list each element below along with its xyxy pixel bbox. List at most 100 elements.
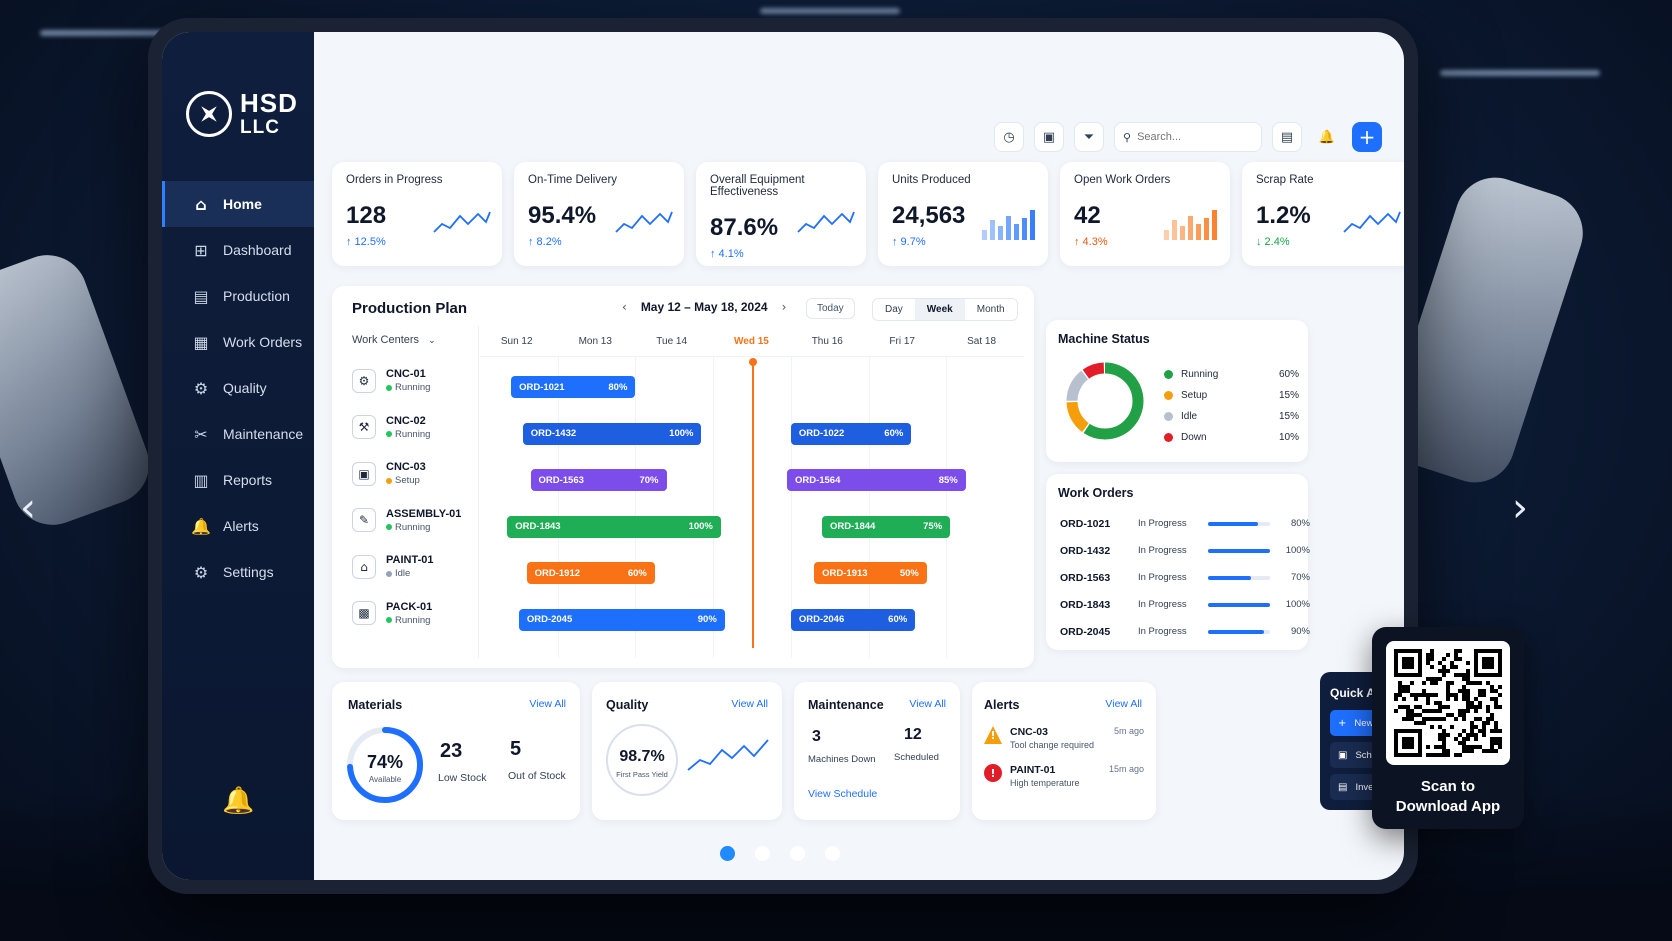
carousel-prev-icon[interactable]: ‹	[20, 485, 36, 531]
kpi-value: 1.2%	[1256, 202, 1311, 229]
work-center-name: PAINT-01	[386, 554, 434, 566]
kpi-card[interactable]: Scrap Rate 1.2% ↓ 2.4%	[1242, 162, 1404, 266]
machine-icon: ▩	[352, 601, 376, 625]
grid-line	[790, 357, 792, 658]
kpi-card[interactable]: On-Time Delivery 95.4% ↑ 8.2%	[514, 162, 684, 266]
gantt-bar[interactable]: ORD-1021 80%	[511, 376, 636, 398]
sidebar-item-work-orders[interactable]: ▦ Work Orders	[162, 319, 314, 365]
clipboard-icon[interactable]: ▤	[1272, 122, 1302, 152]
quality-view-all-link[interactable]: View All	[731, 698, 768, 710]
work-order-row[interactable]: ORD-1021 In Progress 80%	[1060, 510, 1310, 537]
legend-item: Running 60%	[1164, 364, 1299, 385]
notification-bell-icon[interactable]: 🔔	[1318, 129, 1336, 145]
work-center-row[interactable]: ✎ ASSEMBLY-01 Running	[352, 508, 461, 533]
view-month-button[interactable]: Month	[976, 304, 1005, 315]
work-order-id: ORD-1432	[1060, 544, 1111, 557]
order-progress: 50%	[899, 567, 919, 579]
spark-bar	[1006, 216, 1011, 240]
carousel-next-icon[interactable]: ›	[1512, 485, 1528, 531]
filter-icon[interactable]: ⏷	[1074, 122, 1104, 152]
sidebar-item-production[interactable]: ▤ Production	[162, 273, 314, 319]
add-button[interactable]: +	[1352, 122, 1382, 152]
work-center-row[interactable]: ⚒ CNC-02 Running	[352, 415, 430, 440]
carousel-dot[interactable]	[825, 846, 840, 861]
legend-label: Setup	[1181, 390, 1208, 401]
today-button[interactable]: Today	[806, 298, 855, 319]
sidebar-item-label: Reports	[223, 472, 273, 488]
sidebar-item-maintenance[interactable]: ✂ Maintenance	[162, 411, 314, 457]
qr-code-icon	[1386, 641, 1510, 765]
work-centers-filter[interactable]: Work Centers ⌄	[352, 334, 436, 346]
order-id: ORD-1843	[515, 521, 561, 532]
gantt-bar[interactable]: ORD-1022 60%	[790, 422, 912, 445]
kpi-card[interactable]: Open Work Orders 42 ↑ 4.3%	[1060, 162, 1230, 266]
work-order-row[interactable]: ORD-1563 In Progress 70%	[1060, 564, 1310, 591]
settings-icon: ⚙	[193, 562, 209, 582]
view-day-button[interactable]: Day	[885, 304, 903, 315]
maintenance-view-all-link[interactable]: View All	[909, 698, 946, 710]
alert-text: CNC-03 Tool change required	[1010, 726, 1094, 750]
grid-line	[868, 357, 870, 658]
work-order-id: ORD-1021	[1060, 517, 1111, 530]
work-center-status: Running	[386, 382, 430, 393]
gantt-bar[interactable]: ORD-2046 60%	[790, 608, 916, 631]
work-order-row[interactable]: ORD-1843 In Progress 100%	[1060, 591, 1310, 618]
order-progress: 60%	[627, 567, 647, 579]
work-order-row[interactable]: ORD-2045 In Progress 90%	[1060, 618, 1310, 645]
alert-item[interactable]: ! PAINT-01 High temperature 15m ago	[984, 764, 1144, 788]
gantt-bar[interactable]: ORD-1564 85%	[786, 469, 966, 491]
sidebar-item-label: Work Orders	[223, 334, 303, 350]
order-progress: 100%	[669, 428, 694, 439]
work-center-status: Setup	[386, 475, 426, 486]
work-orders-card: Work Orders ORD-1021 In Progress 80% ORD-14…	[1046, 474, 1310, 650]
work-order-progress: 100%	[1285, 599, 1310, 610]
sidebar-item-dashboard[interactable]: ⊞ Dashboard	[162, 227, 314, 273]
alerts-icon: 🔔	[191, 516, 211, 536]
bell-icon[interactable]: 🔔	[222, 786, 255, 816]
next-week-icon[interactable]: ›	[781, 300, 787, 314]
view-schedule-link[interactable]: View Schedule	[808, 788, 878, 800]
sidebar-item-reports[interactable]: ▥ Reports	[162, 457, 314, 503]
gantt-bar[interactable]: ORD-1432 100%	[522, 422, 702, 445]
gantt-bar[interactable]: ORD-1563 70%	[530, 469, 667, 491]
gantt-bar[interactable]: ORD-2045 90%	[518, 608, 725, 631]
work-center-row[interactable]: ⌂ PAINT-01 Idle	[352, 554, 433, 579]
first-pass-yield-label: First Pass Yield	[616, 770, 668, 779]
date-range-picker: ‹ May 12 – May 18, 2024 ›	[622, 300, 786, 314]
current-day-marker	[749, 358, 757, 648]
carousel-dot[interactable]	[790, 846, 805, 861]
kpi-card[interactable]: Orders in Progress 128 ↑ 12.5%	[332, 162, 502, 266]
machine-status-title: Machine Status	[1058, 332, 1150, 346]
gantt-bar[interactable]: ORD-1843 100%	[507, 515, 721, 538]
materials-view-all-link[interactable]: View All	[529, 698, 566, 710]
calendar-icon[interactable]: ▣	[1034, 122, 1064, 152]
kpi-card[interactable]: Overall Equipment Effectiveness 87.6% ↑ 4.…	[696, 162, 866, 266]
alert-item[interactable]: ! CNC-03 Tool change required 5m ago	[984, 726, 1144, 750]
progress-fill	[1208, 548, 1270, 553]
carousel-dot[interactable]	[755, 846, 770, 861]
work-center-row[interactable]: ⚙ CNC-01 Running	[352, 368, 430, 393]
kpi-card[interactable]: Units Produced 24,563 ↑ 9.7%	[878, 162, 1048, 266]
sidebar: HSD LLC ⌂ Home ⊞ Dashboard ▤ Production ▦ Work …	[162, 32, 314, 880]
view-week-button[interactable]: Week	[914, 299, 965, 320]
work-order-row[interactable]: ORD-1432 In Progress 100%	[1060, 537, 1310, 564]
sidebar-item-home[interactable]: ⌂ Home	[162, 181, 314, 227]
gantt-bar[interactable]: ORD-1844 75%	[821, 515, 951, 538]
gantt-bar[interactable]: ORD-1912 60%	[526, 562, 655, 584]
qr-caption: Scan to Download App	[1395, 778, 1501, 815]
sidebar-item-settings[interactable]: ⚙ Settings	[162, 549, 314, 595]
day-header: Sun 12	[500, 336, 533, 347]
reports-icon: ▥	[193, 470, 209, 490]
divider	[478, 326, 479, 658]
qr-download-card[interactable]: Scan to Download App	[1372, 627, 1524, 829]
carousel-dot[interactable]	[720, 846, 735, 861]
gantt-bar[interactable]: ORD-1913 50%	[814, 562, 927, 584]
sidebar-item-alerts[interactable]: 🔔 Alerts	[162, 503, 314, 549]
prev-week-icon[interactable]: ‹	[622, 300, 627, 314]
sidebar-item-quality[interactable]: ⚙ Quality	[162, 365, 314, 411]
alerts-view-all-link[interactable]: View All	[1105, 698, 1142, 710]
search-input[interactable]	[1137, 131, 1238, 143]
work-center-row[interactable]: ▩ PACK-01 Running	[352, 601, 432, 626]
clock-icon[interactable]: ◷	[994, 122, 1024, 152]
work-center-row[interactable]: ▣ CNC-03 Setup	[352, 461, 426, 486]
